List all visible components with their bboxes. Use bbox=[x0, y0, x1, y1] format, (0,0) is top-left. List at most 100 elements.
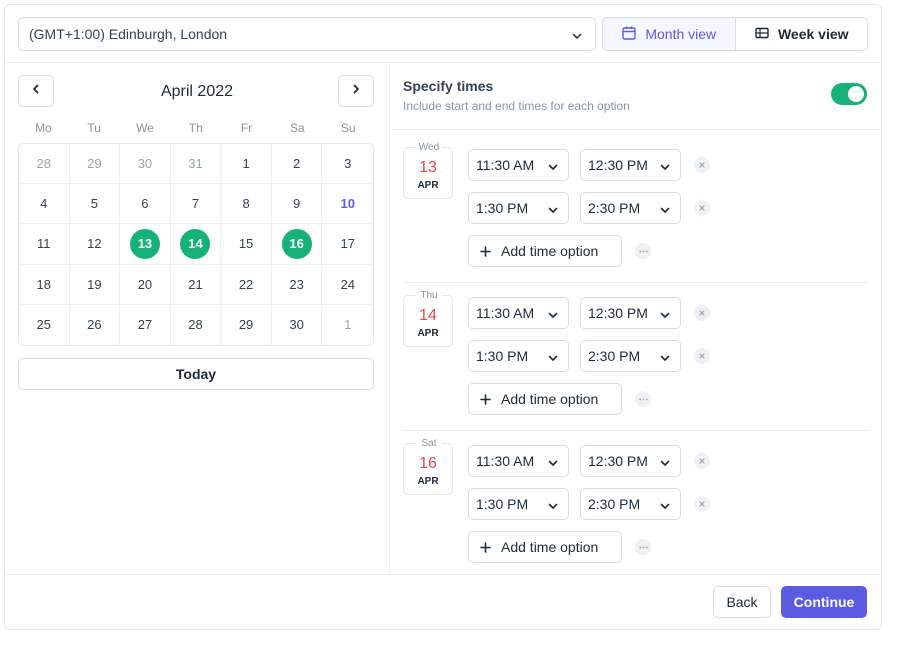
calendar-day[interactable]: 3 bbox=[322, 144, 373, 185]
calendar-day[interactable]: 29 bbox=[221, 304, 272, 345]
calendar-day[interactable]: 4 bbox=[19, 184, 70, 225]
remove-time-button[interactable] bbox=[694, 157, 710, 173]
calendar-day[interactable]: 15 bbox=[221, 224, 272, 265]
calendar-day[interactable]: 30 bbox=[120, 144, 171, 185]
prev-month-button[interactable] bbox=[18, 75, 54, 107]
calendar-day[interactable]: 30 bbox=[272, 304, 323, 345]
specify-times-toggle[interactable] bbox=[831, 83, 867, 105]
calendar-day[interactable]: 27 bbox=[120, 304, 171, 345]
more-options-button[interactable] bbox=[635, 391, 651, 407]
chevron-down-icon bbox=[547, 308, 559, 324]
continue-button[interactable]: Continue bbox=[781, 586, 867, 618]
ellipsis-icon bbox=[638, 398, 648, 401]
month-view-button[interactable]: Month view bbox=[603, 18, 736, 50]
calendar-day[interactable]: 18 bbox=[19, 264, 70, 305]
calendar-day[interactable]: 6 bbox=[120, 184, 171, 225]
chevron-down-icon bbox=[547, 203, 559, 219]
calendar-day[interactable]: 8 bbox=[221, 184, 272, 225]
end-time-select[interactable]: 12:30 PM bbox=[580, 149, 681, 181]
start-time-value: 1:30 PM bbox=[476, 496, 529, 512]
calendar-day-selected[interactable]: 16 bbox=[271, 224, 323, 265]
calendar-day[interactable]: 24 bbox=[322, 265, 373, 305]
start-time-select[interactable]: 11:30 AM bbox=[468, 445, 569, 477]
ellipsis-icon bbox=[638, 546, 648, 549]
more-options-button[interactable] bbox=[635, 539, 651, 555]
calendar-day[interactable]: 1 bbox=[221, 144, 272, 185]
block-divider bbox=[403, 282, 869, 283]
day-option-block: Thu 14 APR 11:30 AM 12:30 PM 1:30 PM 2:30 PM Ad… bbox=[403, 283, 869, 431]
today-button[interactable]: Today bbox=[18, 358, 374, 390]
date-month: APR bbox=[417, 328, 439, 339]
calendar-day[interactable]: 12 bbox=[69, 224, 121, 265]
month-title: April 2022 bbox=[160, 83, 234, 100]
calendar-day-selected[interactable]: 14 bbox=[170, 224, 222, 265]
calendar-day[interactable]: 7 bbox=[170, 184, 222, 225]
calendar-day[interactable]: 1 bbox=[344, 317, 352, 333]
calendar-day[interactable]: 20 bbox=[120, 264, 171, 305]
end-time-value: 2:30 PM bbox=[588, 496, 641, 512]
calendar-day[interactable]: 11 bbox=[19, 224, 70, 265]
panel-divider bbox=[389, 62, 390, 574]
calendar-day-today[interactable]: 10 bbox=[322, 184, 373, 225]
chevron-down-icon bbox=[547, 160, 559, 176]
chevron-down-icon bbox=[547, 499, 559, 515]
end-time-value: 2:30 PM bbox=[588, 200, 641, 216]
back-button[interactable]: Back bbox=[713, 586, 771, 618]
start-time-value: 11:30 AM bbox=[476, 453, 535, 469]
end-time-select[interactable]: 12:30 PM bbox=[580, 297, 681, 329]
week-view-button[interactable]: Week view bbox=[736, 18, 868, 50]
selected-day-marker: 14 bbox=[180, 228, 211, 259]
start-time-select[interactable]: 1:30 PM bbox=[468, 488, 569, 520]
chevron-down-icon bbox=[659, 160, 671, 176]
calendar-day[interactable]: 25 bbox=[19, 304, 70, 345]
start-time-select[interactable]: 11:30 AM bbox=[468, 297, 569, 329]
ellipsis-icon bbox=[638, 250, 648, 253]
remove-time-button[interactable] bbox=[694, 496, 710, 512]
toggle-knob bbox=[848, 86, 864, 102]
start-time-select[interactable]: 11:30 AM bbox=[468, 149, 569, 181]
start-time-value: 1:30 PM bbox=[476, 200, 529, 216]
calendar-day[interactable]: 9 bbox=[271, 184, 323, 225]
remove-time-button[interactable] bbox=[694, 348, 710, 364]
end-time-value: 12:30 PM bbox=[588, 305, 648, 321]
close-icon bbox=[698, 457, 706, 465]
calendar-day[interactable]: 28 bbox=[19, 144, 70, 185]
calendar-day[interactable]: 28 bbox=[171, 304, 222, 345]
calendar-day[interactable]: 2 bbox=[271, 144, 323, 185]
calendar-day[interactable]: 21 bbox=[170, 264, 222, 305]
end-time-select[interactable]: 2:30 PM bbox=[580, 340, 681, 372]
calendar-day[interactable]: 19 bbox=[69, 264, 121, 305]
timezone-select[interactable]: (GMT+1:00) Edinburgh, London bbox=[18, 17, 596, 51]
day-option-block: Sat 16 APR 11:30 AM 12:30 PM 1:30 PM 2:30 PM Ad… bbox=[403, 431, 869, 571]
footer-divider bbox=[5, 574, 881, 575]
calendar-day-selected[interactable]: 13 bbox=[120, 224, 171, 265]
start-time-select[interactable]: 1:30 PM bbox=[468, 192, 569, 224]
end-time-select[interactable]: 2:30 PM bbox=[580, 488, 681, 520]
next-month-button[interactable] bbox=[338, 75, 374, 107]
calendar-day[interactable]: 31 bbox=[170, 144, 222, 185]
calendar-day[interactable]: 22 bbox=[221, 264, 272, 305]
calendar-grid: 28 29 30 31 1 2 3 4 5 6 7 8 9 10 11 12 13 14 15 16 17 18 19 20 2… bbox=[18, 143, 374, 346]
date-weekday: Thu bbox=[416, 290, 442, 301]
plus-icon bbox=[480, 541, 491, 553]
calendar-day[interactable]: 5 bbox=[69, 184, 121, 225]
month-view-label: Month view bbox=[645, 26, 717, 42]
more-options-button[interactable] bbox=[635, 243, 651, 259]
calendar-day[interactable]: 17 bbox=[322, 224, 373, 265]
calendar-day[interactable]: 29 bbox=[69, 144, 121, 185]
add-time-option-button[interactable]: Add time option bbox=[468, 531, 622, 563]
end-time-select[interactable]: 2:30 PM bbox=[580, 192, 681, 224]
start-time-select[interactable]: 1:30 PM bbox=[468, 340, 569, 372]
end-time-value: 12:30 PM bbox=[588, 453, 648, 469]
calendar-day[interactable]: 23 bbox=[271, 264, 323, 305]
date-number: 16 bbox=[419, 455, 437, 472]
add-time-option-button[interactable]: Add time option bbox=[468, 383, 622, 415]
date-number: 13 bbox=[419, 159, 437, 176]
remove-time-button[interactable] bbox=[694, 453, 710, 469]
add-time-option-button[interactable]: Add time option bbox=[468, 235, 622, 267]
date-month: APR bbox=[417, 476, 439, 487]
calendar-day[interactable]: 26 bbox=[70, 304, 121, 345]
remove-time-button[interactable] bbox=[694, 305, 710, 321]
end-time-select[interactable]: 12:30 PM bbox=[580, 445, 681, 477]
remove-time-button[interactable] bbox=[694, 200, 710, 216]
